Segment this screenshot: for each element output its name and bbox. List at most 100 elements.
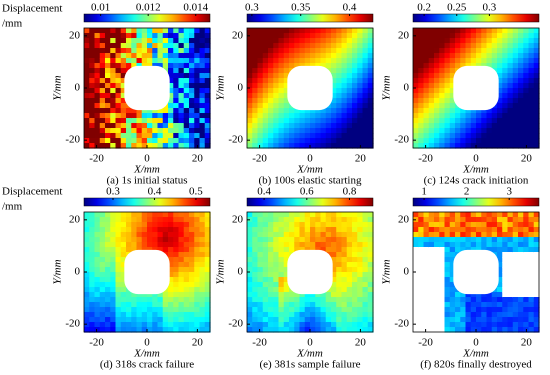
field-cell (279, 88, 285, 94)
field-cell (315, 227, 321, 233)
field-cell (336, 58, 342, 64)
field-cell (142, 43, 148, 49)
field-cell (179, 33, 185, 39)
field-cell (424, 48, 430, 54)
field-cell (305, 58, 311, 64)
field-cell (529, 322, 535, 328)
field-cell (279, 282, 285, 288)
field-cell (508, 43, 514, 49)
field-cell (445, 312, 451, 318)
field-cell (189, 38, 195, 44)
field-cell (179, 297, 185, 303)
field-cell (434, 98, 440, 104)
field-cell (336, 267, 342, 273)
field-cell (429, 217, 435, 223)
y-tick-label: 20 (69, 213, 81, 225)
field-cell (492, 247, 498, 253)
field-cell (142, 212, 148, 218)
field-cell (247, 257, 253, 263)
field-cell (434, 73, 440, 79)
field-cell (95, 247, 101, 253)
field-cell (424, 43, 430, 49)
field-cell (273, 267, 279, 273)
field-cell (342, 282, 348, 288)
field-cell (158, 222, 164, 228)
field-cell (179, 103, 185, 109)
field-cell (418, 133, 424, 139)
field-cell (363, 322, 369, 328)
field-cell (89, 98, 95, 104)
colorbar (84, 14, 210, 22)
field-cell (460, 138, 466, 144)
field-cell (247, 63, 253, 69)
field-cell (502, 68, 508, 74)
field-cell (184, 88, 190, 94)
field-cell (518, 272, 524, 278)
field-cell (189, 267, 195, 273)
field-cell (173, 28, 179, 34)
field-cell (273, 53, 279, 59)
field-cell (95, 322, 101, 328)
field-cell (184, 118, 190, 124)
field-cell (450, 322, 456, 328)
field-cell (529, 217, 535, 223)
field-cell (508, 287, 514, 293)
field-cell (268, 302, 274, 308)
field-cell (315, 33, 321, 39)
field-cell (100, 237, 106, 243)
field-cell (471, 232, 477, 238)
field-cell (523, 267, 529, 273)
field-cell (163, 247, 169, 253)
field-cell (502, 242, 508, 248)
field-cell (284, 108, 290, 114)
field-cell (529, 118, 535, 124)
hole (124, 66, 169, 110)
field-cell (300, 138, 306, 144)
field-cell (502, 38, 508, 44)
field-cell (508, 103, 514, 109)
field-cell (508, 78, 514, 84)
field-cell (84, 262, 90, 268)
field-cell (445, 63, 451, 69)
field-cell (168, 212, 174, 218)
field-cell (184, 78, 190, 84)
field-cell (89, 53, 95, 59)
field-cell (84, 282, 90, 288)
field-cell (116, 98, 122, 104)
field-cell (439, 53, 445, 59)
field-cell (273, 118, 279, 124)
field-cell (508, 232, 514, 238)
field-cell (513, 38, 519, 44)
field-cell (84, 123, 90, 129)
field-cell (100, 272, 106, 278)
field-cell (352, 128, 358, 134)
field-cell (529, 108, 535, 114)
field-cell (194, 222, 200, 228)
field-cell (434, 232, 440, 238)
field-cell (258, 108, 264, 114)
field-cell (95, 58, 101, 64)
field-cell (147, 113, 153, 119)
field-cell (200, 287, 206, 293)
field-cell (121, 68, 127, 74)
field-cell (471, 302, 477, 308)
field-cell (173, 88, 179, 94)
field-cell (189, 118, 195, 124)
field-cell (116, 217, 122, 223)
field-cell (284, 138, 290, 144)
field-cell (294, 133, 300, 139)
field-cell (460, 212, 466, 218)
field-cell (184, 242, 190, 248)
field-cell (152, 242, 158, 248)
field-cell (131, 307, 137, 313)
field-cell (184, 287, 190, 293)
field-cell (105, 133, 111, 139)
field-cell (284, 38, 290, 44)
field-cell (487, 48, 493, 54)
field-cell (492, 317, 498, 323)
field-cell (331, 138, 337, 144)
field-cell (168, 237, 174, 243)
field-cell (252, 133, 258, 139)
field-cell (279, 58, 285, 64)
field-cell (300, 28, 306, 34)
